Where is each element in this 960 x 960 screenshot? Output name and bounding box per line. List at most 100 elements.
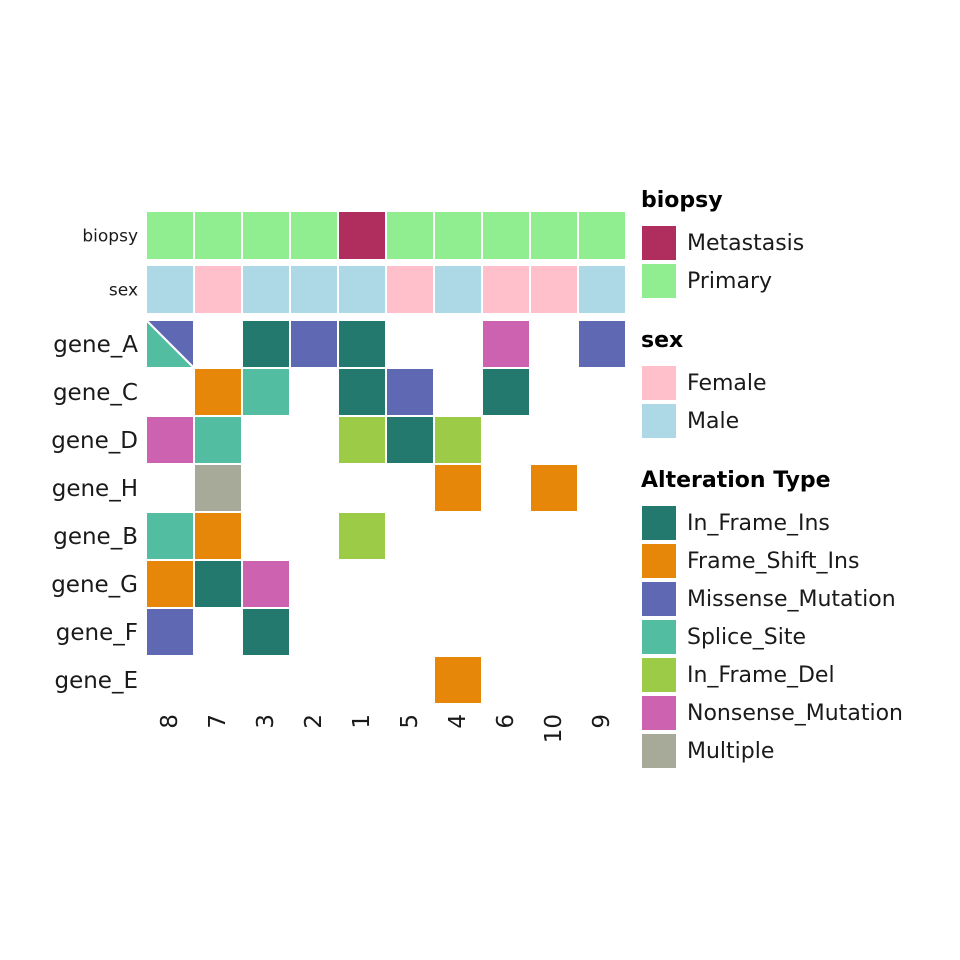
annotation-cell-biopsy-2 [289,210,339,261]
legend-item-male: Male [641,402,767,440]
legend-item-metastasis: Metastasis [641,224,804,262]
annotation-cell-sex-3 [241,264,291,315]
legend-item-frame-shift-ins: Frame_Shift_Ins [641,542,903,580]
annotation-cell-sex-7 [193,264,243,315]
annotation-cell-biopsy-7 [193,210,243,261]
sample-label-8: 8 [157,714,183,729]
legend-label-nonsense-mutation: Nonsense_Mutation [687,700,903,726]
sample-label-10: 10 [541,714,567,743]
mutation-cell-gene-c-3 [241,367,291,417]
annotation-cell-biopsy-6 [481,210,531,261]
legend-label-in-frame-del: In_Frame_Del [687,662,835,688]
mutation-cell-gene-h-4 [433,463,483,513]
legend-item-female: Female [641,364,767,402]
gene-label-gene-c: gene_C [53,380,138,406]
legend-swatch-primary [641,263,677,299]
sample-label-4: 4 [445,714,471,729]
mutation-cell-gene-b-8 [145,511,195,561]
sample-label-2: 2 [301,714,327,729]
legend-label-frame-shift-ins: Frame_Shift_Ins [687,548,860,574]
mutation-cell-gene-d-7 [193,415,243,465]
legend-label-male: Male [687,408,740,434]
annotation-cell-sex-5 [385,264,435,315]
annotation-cell-sex-2 [289,264,339,315]
sample-label-7: 7 [205,714,231,729]
legend-label-female: Female [687,370,767,396]
legend-swatch-missense-mutation [641,581,677,617]
legend-item-nonsense-mutation: Nonsense_Mutation [641,694,903,732]
annotation-cell-biopsy-5 [385,210,435,261]
legend-item-splice-site: Splice_Site [641,618,903,656]
legend-item-in-frame-ins: In_Frame_Ins [641,504,903,542]
annotation-cell-sex-10 [529,264,579,315]
legend-sex: sex Female Male [641,328,767,440]
legend-item-multiple: Multiple [641,732,903,770]
sample-label-5: 5 [397,714,423,729]
mutation-cell-gene-f-3 [241,607,291,657]
legend-swatch-nonsense-mutation [641,695,677,731]
legend-title-biopsy: biopsy [641,188,723,213]
annotation-label-sex: sex [109,281,138,301]
legend-label-in-frame-ins: In_Frame_Ins [687,510,830,536]
mutation-cell-gene-g-7 [193,559,243,609]
gene-label-gene-h: gene_H [52,476,138,502]
mutation-cell-gene-c-7 [193,367,243,417]
legend-item-primary: Primary [641,262,804,300]
legend-swatch-in-frame-ins [641,505,677,541]
mutation-cell-gene-c-1 [337,367,387,417]
legend-swatch-multiple [641,733,677,769]
annotation-cell-sex-1 [337,264,387,315]
mutation-cell-gene-c-5 [385,367,435,417]
mutation-cell-gene-g-3 [241,559,291,609]
legend-label-multiple: Multiple [687,738,775,764]
mutation-cell-gene-d-1 [337,415,387,465]
sample-label-9: 9 [589,714,615,729]
legend-swatch-metastasis [641,225,677,261]
mutation-cell-gene-d-4 [433,415,483,465]
legend-item-missense-mutation: Missense_Mutation [641,580,903,618]
legend-item-in-frame-del: In_Frame_Del [641,656,903,694]
mutation-cell-gene-a-8-part-2 [145,317,197,369]
annotation-label-biopsy: biopsy [82,227,138,247]
sample-label-3: 3 [253,714,279,729]
legend-label-splice-site: Splice_Site [687,624,807,650]
legend-swatch-in-frame-del [641,657,677,693]
legend-swatch-male [641,403,677,439]
mutation-cell-gene-a-6 [481,319,531,369]
annotation-cell-biopsy-10 [529,210,579,261]
sample-label-1: 1 [349,714,375,729]
annotation-cell-sex-4 [433,264,483,315]
gene-label-gene-g: gene_G [51,572,138,598]
mutation-cell-gene-a-9 [577,319,627,369]
annotation-cell-sex-6 [481,264,531,315]
legend-swatch-frame-shift-ins [641,543,677,579]
mutation-cell-gene-b-1 [337,511,387,561]
annotation-cell-sex-8 [145,264,195,315]
annotation-cell-sex-9 [577,264,627,315]
mutation-cell-gene-h-10 [529,463,579,513]
mutation-cell-gene-a-1 [337,319,387,369]
annotation-cell-biopsy-8 [145,210,195,261]
legend-label-primary: Primary [687,268,773,294]
annotation-cell-biopsy-4 [433,210,483,261]
legend-label-missense-mutation: Missense_Mutation [687,586,896,612]
mutation-cell-gene-g-8 [145,559,195,609]
legend-alteration-type: Alteration Type In_Frame_Ins Frame_Shift… [641,468,903,770]
legend-title-sex: sex [641,328,684,353]
mutation-cell-gene-a-2 [289,319,339,369]
legend-biopsy: biopsy Metastasis Primary [641,188,804,300]
mutation-cell-gene-d-5 [385,415,435,465]
legend-title-alteration-type: Alteration Type [641,468,831,493]
mutation-cell-gene-a-3 [241,319,291,369]
mutation-cell-gene-d-8 [145,415,195,465]
annotation-cell-biopsy-1 [337,210,387,261]
legend-swatch-female [641,365,677,401]
mutation-cell-gene-c-6 [481,367,531,417]
legend-label-metastasis: Metastasis [687,230,805,256]
gene-label-gene-d: gene_D [51,428,138,454]
mutation-cell-gene-f-8 [145,607,195,657]
mutation-cell-gene-e-4 [433,655,483,705]
gene-label-gene-b: gene_B [53,524,138,550]
annotation-cell-biopsy-9 [577,210,627,261]
